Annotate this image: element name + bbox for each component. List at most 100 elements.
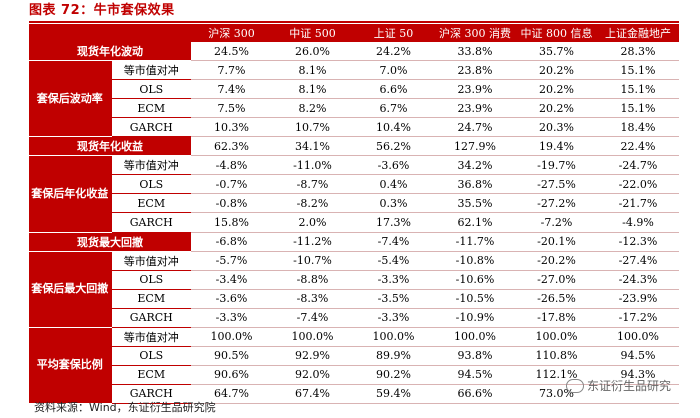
table-cell: -4.8% [191,155,272,176]
table-row: OLS 7.4% 8.1% 6.6% 23.9% 20.2% 15.1% [29,79,679,100]
table-cell: 10.7% [272,117,353,138]
table-cell: -24.3% [597,270,679,290]
table-cell: -3.3% [353,308,434,328]
table-row: 现货最大回撤 -6.8% -11.2% -7.4% -11.7% -20.1% -12.3% [29,232,679,252]
table-cell: 28.3% [597,42,679,62]
method-label: GARCH [110,308,191,328]
table-cell: 8.2% [272,98,353,119]
table-cell: 24.7% [434,117,516,138]
table-cell: -19.7% [516,155,597,176]
table-cell: -11.2% [272,232,353,252]
table-cell: 24.5% [191,42,272,62]
table-cell: 22.4% [597,136,679,157]
table-row: 平均套保比例 等市值对冲 100.0% 100.0% 100.0% 100.0% 100.0… [29,327,679,404]
table-cell: 24.2% [353,42,434,62]
table-cell: 64.7% [191,384,272,404]
method-label: GARCH [110,117,191,138]
table-row: GARCH 64.7% 67.4% 59.4% 66.6% 73.0% [29,384,679,404]
table-cell: -7.4% [353,232,434,252]
title-rule [29,21,679,23]
table-cell: -6.8% [191,232,272,252]
table-cell: 2.0% [272,212,353,233]
row-label: 现货最大回撤 [29,232,191,252]
table-cell: 0.3% [353,193,434,214]
method-label: ECM [110,365,191,385]
table-row: 套保后波动率 等市值对冲 7.7% 8.1% 7.0% 23.8% 20.2% 15.1% [29,60,679,138]
table-cell: 100.0% [516,327,597,347]
table-cell: -11.0% [272,155,353,176]
table-cell: -20.2% [516,251,597,271]
table-cell: 34.2% [434,155,516,176]
method-label: 等市值对冲 [110,155,191,176]
table-cell: 6.6% [353,79,434,100]
column-header: 中证 500 [272,24,353,43]
table-cell: 100.0% [597,327,679,347]
table-row: 现货年化波动 24.5% 26.0% 24.2% 33.8% 35.7% 28.3% [29,42,679,62]
table-cell: -7.2% [516,212,597,233]
table-row: GARCH -3.3% -7.4% -3.3% -10.9% -17.8% -17.2% [29,308,679,328]
table-cell: 100.0% [272,327,353,347]
table-row: GARCH 15.8% 2.0% 17.3% 62.1% -7.2% -4.9% [29,212,679,233]
table-cell: 7.5% [191,98,272,119]
method-label: OLS [110,79,191,100]
table-cell: -0.8% [191,193,272,214]
table-cell: 92.9% [272,346,353,366]
table-cell: -8.8% [272,270,353,290]
table-cell: 8.1% [272,60,353,81]
table-cell: 8.1% [272,79,353,100]
table-row: OLS 90.5% 92.9% 89.9% 93.8% 110.8% 94.5% [29,346,679,366]
wechat-icon [566,378,584,393]
table-cell: 35.5% [434,193,516,214]
table-cell: -10.9% [434,308,516,328]
table-cell: 18.4% [597,117,679,138]
table-cell: -3.3% [353,270,434,290]
table-cell: -27.5% [516,174,597,195]
table-cell: 15.1% [597,79,679,100]
table-cell: 15.1% [597,98,679,119]
table-cell: -17.2% [597,308,679,328]
table-cell: -10.6% [434,270,516,290]
table-cell: -23.9% [597,289,679,309]
method-label: GARCH [110,384,191,404]
table-cell: 56.2% [353,136,434,157]
method-label: ECM [110,98,191,119]
table-cell: 90.2% [353,365,434,385]
table-cell: 100.0% [434,327,516,347]
table-cell: 20.2% [516,60,597,81]
table-cell: 110.8% [516,346,597,366]
table-cell: -10.7% [272,251,353,271]
table-cell: -5.4% [353,251,434,271]
column-header: 沪深 300 消费 [434,24,516,43]
row-label: 现货年化收益 [29,136,191,157]
group-label: 套保后最大回撤 [29,251,111,328]
table-cell: -3.4% [191,270,272,290]
table-cell: 73.0% [516,384,597,404]
table-cell: 66.6% [434,384,516,404]
method-label: 等市值对冲 [110,251,191,271]
table-cell: 26.0% [272,42,353,62]
table-cell: 94.5% [597,346,679,366]
table-cell: 59.4% [353,384,434,404]
table-row: OLS -0.7% -8.7% 0.4% 36.8% -27.5% -22.0% [29,174,679,195]
table-cell: 93.8% [434,346,516,366]
table-cell: 100.0% [353,327,434,347]
table-cell: -27.2% [516,193,597,214]
table-cell: 92.0% [272,365,353,385]
column-header: 上证金融地产 [597,24,679,43]
table-row: 现货年化收益 62.3% 34.1% 56.2% 127.9% 19.4% 22.4% [29,136,679,157]
table-row: ECM -3.6% -8.3% -3.5% -10.5% -26.5% -23.9% [29,289,679,309]
table-cell: 112.1% [516,365,597,385]
column-header: 沪深 300 [191,24,272,43]
table-cell: -27.4% [597,251,679,271]
method-label: ECM [110,193,191,214]
table-cell: -3.6% [353,155,434,176]
header-corner [29,24,191,43]
table-cell: -3.5% [353,289,434,309]
table-row: ECM 90.6% 92.0% 90.2% 94.5% 112.1% 94.3% [29,365,679,385]
table-cell: -21.7% [597,193,679,214]
table-cell: 23.8% [434,60,516,81]
table-cell: -8.7% [272,174,353,195]
watermark-text: 东证衍生品研究 [587,379,672,393]
method-label: OLS [110,346,191,366]
table-cell: 35.7% [516,42,597,62]
